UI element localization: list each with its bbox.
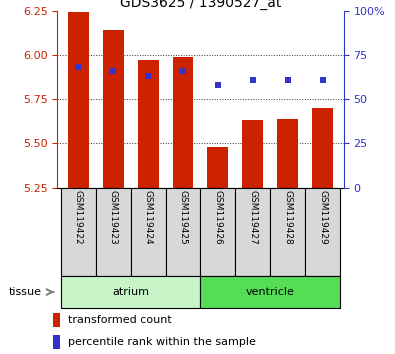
Text: percentile rank within the sample: percentile rank within the sample (68, 337, 256, 347)
Text: GSM119429: GSM119429 (318, 190, 327, 245)
Bar (243, 120, 263, 188)
Point (145, 73, 151, 79)
Bar (201, 188, 235, 276)
Bar (103, 30, 124, 188)
Bar (312, 108, 333, 188)
Text: transformed count: transformed count (68, 315, 171, 325)
Bar (207, 147, 228, 188)
Point (180, 68, 186, 74)
Bar (201, 276, 340, 308)
Bar (235, 188, 270, 276)
Text: tissue: tissue (9, 287, 41, 297)
Text: GSM119422: GSM119422 (74, 190, 83, 245)
Text: GSM119428: GSM119428 (283, 190, 292, 245)
Bar (173, 57, 194, 188)
Text: ventricle: ventricle (246, 287, 295, 297)
Bar (137, 60, 158, 188)
Bar (277, 119, 298, 188)
Title: GDS3625 / 1390527_at: GDS3625 / 1390527_at (120, 0, 281, 10)
Bar (61, 276, 201, 308)
Point (285, 77, 291, 82)
Text: GSM119426: GSM119426 (213, 190, 222, 245)
Bar (270, 188, 305, 276)
Text: atrium: atrium (112, 287, 149, 297)
Text: GSM119425: GSM119425 (179, 190, 188, 245)
Bar (53, 335, 60, 349)
Text: GSM119423: GSM119423 (109, 190, 118, 245)
Point (75, 64, 81, 70)
Bar (68, 12, 89, 188)
Bar (53, 313, 60, 327)
Bar (166, 188, 201, 276)
Bar (305, 188, 340, 276)
Bar (131, 188, 166, 276)
Bar (96, 188, 131, 276)
Point (215, 82, 221, 88)
Point (250, 77, 256, 82)
Point (110, 68, 116, 74)
Text: GSM119427: GSM119427 (248, 190, 258, 245)
Point (320, 77, 326, 82)
Text: GSM119424: GSM119424 (143, 190, 152, 245)
Bar (61, 188, 96, 276)
